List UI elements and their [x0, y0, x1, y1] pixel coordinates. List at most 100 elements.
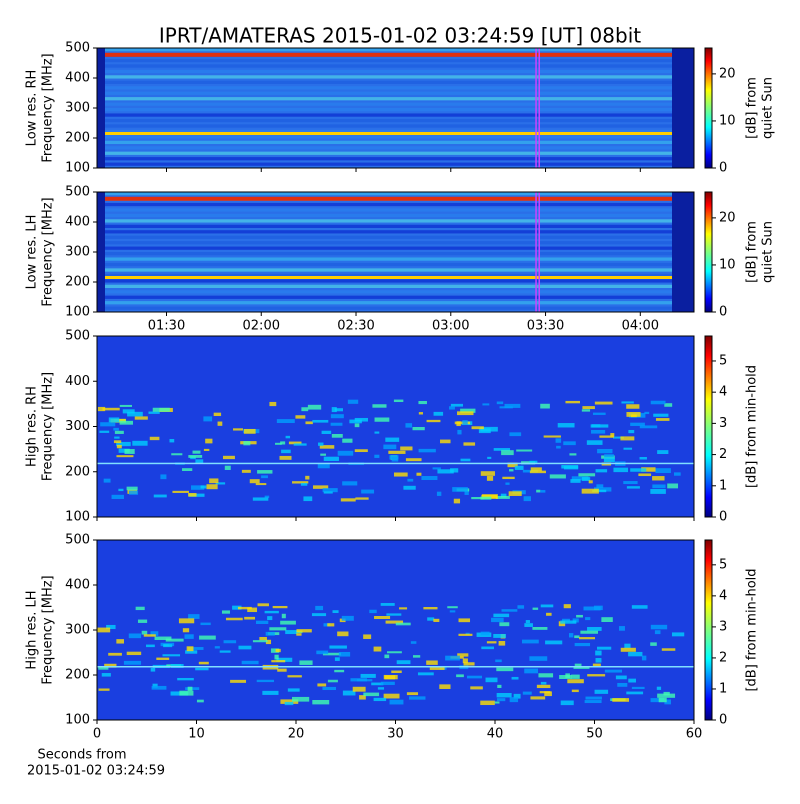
spectrogram-blob: [156, 657, 170, 660]
spectrogram-blob: [529, 460, 538, 464]
spectrogram-blob: [323, 623, 331, 627]
spectrogram-blob: [449, 610, 456, 613]
spectrogram-blob: [106, 624, 116, 630]
spectrogram: [97, 540, 694, 720]
spectrogram-blob: [594, 689, 609, 694]
spectrogram-blob: [108, 652, 122, 656]
spectrogram-blob: [244, 616, 256, 620]
spectrogram-blob: [126, 486, 138, 491]
spectrogram-blob: [312, 485, 329, 489]
spectrogram-blob: [186, 646, 194, 652]
spectrogram-blob: [641, 655, 647, 661]
spectrogram-blob: [135, 606, 145, 611]
spectrogram-blob: [529, 470, 546, 474]
spectrogram-blob: [501, 609, 518, 612]
x-tick-label: 10: [188, 727, 205, 742]
spectrogram-blob: [177, 677, 194, 681]
spectrogram-blob: [494, 701, 500, 704]
spectrogram-blob: [363, 692, 380, 697]
spectrogram-blob: [631, 686, 645, 690]
spectrogram-blob: [639, 425, 658, 429]
spectrogram-blob: [116, 639, 124, 644]
spectrogram-blob: [626, 404, 640, 409]
spectrogram-blob: [241, 660, 259, 665]
spectrogram-blob: [195, 667, 209, 671]
spectrogram-blob: [628, 651, 643, 657]
spectrogram-blob: [393, 399, 404, 403]
spectrogram-blob: [597, 646, 612, 650]
y-tick-label: 400: [65, 215, 90, 230]
spectrogram-blob: [538, 673, 554, 678]
spectrogram-blob: [623, 447, 633, 450]
spectrogram-blob: [447, 606, 458, 609]
spectrogram-band: [97, 230, 694, 234]
spectrogram-blob: [440, 439, 451, 444]
y-axis-label: Frequency [MHz]: [41, 372, 56, 481]
spectrogram-blob: [585, 696, 602, 700]
spectrogram-blob: [485, 677, 498, 683]
spectrogram-blob: [114, 436, 120, 439]
spectrogram-blob: [393, 472, 408, 477]
spectrogram-band: [97, 69, 694, 74]
spectrogram-blob: [111, 494, 124, 499]
spectrogram-blob: [192, 450, 201, 454]
spectrogram-band: [97, 241, 694, 245]
spectrogram-blob: [456, 421, 461, 427]
spectrogram-blob: [619, 626, 625, 631]
spectrogram-blob: [108, 417, 120, 423]
spectrogram-blob: [152, 683, 158, 688]
colorbar-tick-label: 2: [719, 650, 727, 665]
spectrogram-blob: [496, 693, 512, 698]
spectrogram-blob: [137, 619, 148, 623]
colorbar-label: [dB] from: [745, 221, 760, 283]
spectrogram-blob: [673, 472, 681, 476]
spectrogram-blob: [209, 478, 219, 484]
spectrogram-band: [97, 151, 694, 155]
spectrogram-blob: [223, 640, 237, 644]
spectrogram-blob: [571, 689, 579, 693]
spectrogram-blob: [620, 647, 636, 652]
spectrogram-blob: [565, 400, 580, 404]
spectrogram-blob: [241, 469, 251, 473]
spectrogram-blob: [118, 488, 124, 492]
spectrogram-blob: [118, 448, 130, 453]
spectrogram-blob: [449, 406, 455, 410]
spectrogram-blob: [610, 433, 615, 437]
spectrogram-blob: [481, 646, 494, 650]
spectrogram-blob: [655, 468, 671, 474]
spectrogram-blob: [128, 633, 142, 639]
spectrogram-blob: [301, 407, 309, 412]
spectrogram-blob: [456, 674, 464, 678]
spectrogram-blob: [372, 404, 387, 408]
spectrogram-blob: [359, 695, 366, 700]
spectrogram-blob: [628, 678, 636, 683]
spectrogram-blob: [327, 679, 338, 683]
spectrogram-blob: [507, 462, 518, 468]
spectrogram-blob: [188, 493, 205, 497]
spectrogram-blob: [617, 682, 628, 687]
spectrogram-blob: [399, 607, 408, 610]
spectrogram-blob: [221, 610, 230, 614]
colorbar-tick-label: 20: [719, 66, 736, 81]
spectrogram-blob: [329, 645, 347, 649]
spectrogram-blob: [132, 440, 148, 446]
spectrogram-blob: [543, 435, 561, 438]
spectrogram-blob: [661, 648, 676, 651]
spectrogram-blob: [429, 667, 445, 670]
colorbar-tick-label: 5: [719, 353, 727, 368]
spectrogram-blob: [433, 411, 444, 416]
spectrogram-blob: [458, 633, 473, 636]
spectrogram-blob: [276, 657, 293, 662]
colorbar: [704, 191, 713, 313]
colorbar: [704, 47, 713, 169]
spectrogram-blob: [206, 484, 218, 490]
spectrogram-blob: [650, 642, 657, 646]
spectrogram-blob: [224, 465, 231, 470]
x-tick-label: 30: [387, 727, 404, 742]
spectrogram-band: [97, 108, 694, 112]
spectrogram-blob: [638, 473, 652, 477]
spectrogram-blob: [311, 613, 327, 617]
spectrogram-blob: [514, 465, 524, 470]
spectrogram-blob: [650, 489, 666, 494]
spectrogram-blob: [558, 621, 566, 627]
